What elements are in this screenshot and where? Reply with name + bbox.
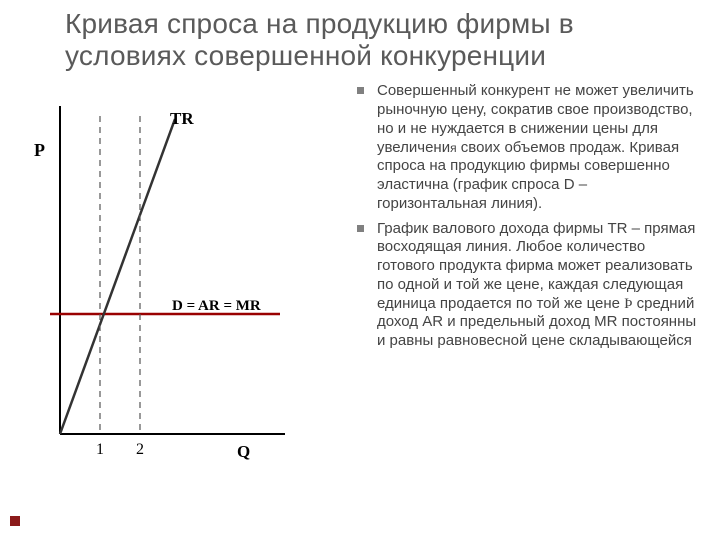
square-bullet-icon bbox=[357, 225, 364, 232]
slide-title: Кривая спроса на продукцию фирмы в услов… bbox=[65, 8, 700, 72]
bullet-2: График валового дохода фирмы TR – прямая… bbox=[355, 220, 700, 351]
square-bullet-icon bbox=[357, 87, 364, 94]
arrow-symbol: Þ bbox=[624, 296, 632, 312]
content-row: PQD = AR = MRTR12 Совершенный конкурент … bbox=[65, 82, 700, 464]
svg-text:P: P bbox=[34, 140, 45, 160]
svg-text:TR: TR bbox=[170, 109, 194, 128]
text-column: Совершенный конкурент не может увеличить… bbox=[355, 82, 700, 464]
demand-chart: P Q D = AR = MR TR 1 2 bbox=[20, 94, 320, 464]
svg-text:2: 2 bbox=[136, 441, 144, 458]
svg-text:1: 1 bbox=[96, 441, 104, 458]
chart-column: PQD = AR = MRTR12 bbox=[65, 82, 345, 464]
corner-decoration-icon bbox=[10, 516, 20, 526]
bullet-1: Совершенный конкурент не может увеличить… bbox=[355, 82, 700, 213]
svg-text:D = AR = MR: D = AR = MR bbox=[172, 298, 261, 314]
svg-text:Q: Q bbox=[237, 442, 250, 461]
